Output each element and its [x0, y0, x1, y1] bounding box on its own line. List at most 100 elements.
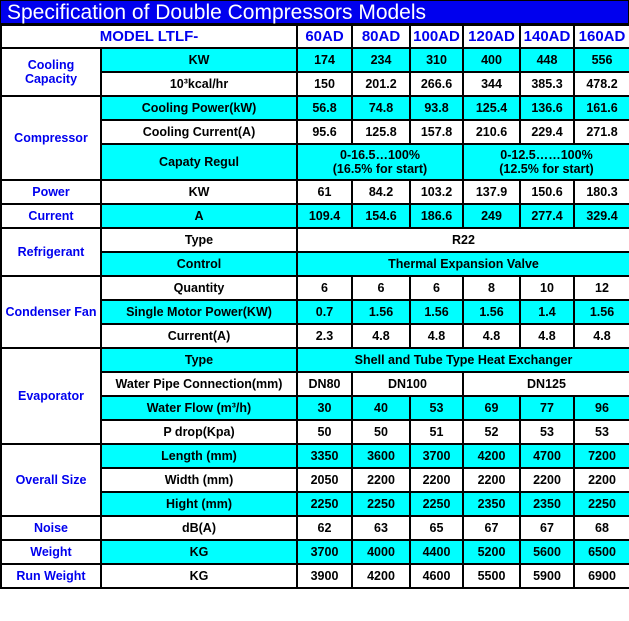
- value-cell: 277.4: [519, 203, 575, 229]
- value-cell: 4700: [519, 443, 575, 469]
- value-cell: 4.8: [573, 323, 629, 349]
- value-cell: 4600: [409, 563, 464, 589]
- value-cell: 2.3: [296, 323, 353, 349]
- group-label: Noise: [0, 515, 102, 541]
- value-cell: 84.2: [351, 179, 411, 205]
- table-row: Hight (mm) 2250 2250 2250 2350 2350 2250: [1, 491, 629, 517]
- table-row: Overall Size Length (mm) 3350 3600 3700 4200 4…: [0, 443, 629, 517]
- value-cell: 93.8: [409, 95, 464, 121]
- parameter-label: Length (mm): [100, 443, 298, 469]
- value-cell: 556: [573, 47, 629, 73]
- group-label: Run Weight: [0, 563, 102, 589]
- value-cell: 4.8: [519, 323, 575, 349]
- value-cell: 154.6: [351, 203, 411, 229]
- parameter-label: Hight (mm): [100, 491, 298, 517]
- parameter-label: Capaty Regul: [100, 143, 298, 181]
- parameter-label: Type: [100, 347, 298, 373]
- value-cell: 161.6: [573, 95, 629, 121]
- value-cell: 3900: [296, 563, 353, 589]
- value-cell: 30: [296, 395, 353, 421]
- value-cell: 3700: [409, 443, 464, 469]
- value-cell: 96: [573, 395, 629, 421]
- value-cell: 5500: [462, 563, 521, 589]
- value-cell: 62: [296, 515, 353, 541]
- value-cell: DN80: [296, 371, 353, 397]
- value-cell: 2250: [351, 491, 411, 517]
- value-cell: 344: [462, 71, 521, 97]
- value-cell: 50: [351, 419, 411, 445]
- value-cell: 56.8: [296, 95, 353, 121]
- value-cell: 1.4: [519, 299, 575, 325]
- value-cell: 310: [409, 47, 464, 73]
- value-cell: 400: [462, 47, 521, 73]
- parameter-label: P drop(Kpa): [100, 419, 298, 445]
- value-cell: 1.56: [462, 299, 521, 325]
- value-cell: 3700: [296, 539, 353, 565]
- group-label: Weight: [0, 539, 102, 565]
- value-cell: 329.4: [573, 203, 629, 229]
- value-cell: 150.6: [519, 179, 575, 205]
- value-cell: 2200: [351, 467, 411, 493]
- value-cell: 4.8: [409, 323, 464, 349]
- table-row: Current(A) 2.3 4.8 4.8 4.8 4.8 4.8: [1, 323, 629, 349]
- value-cell: 69: [462, 395, 521, 421]
- model-header: 80AD: [351, 24, 411, 49]
- parameter-label: Type: [100, 227, 298, 253]
- parameter-label: Width (mm): [100, 467, 298, 493]
- value-cell: 63: [351, 515, 411, 541]
- table-row: Power KW 61 84.2 103.2 137.9 150.6 180.3: [0, 179, 629, 205]
- value-cell: 50: [296, 419, 353, 445]
- table-row: Evaporator Type Shell and Tube Type Heat E…: [0, 347, 629, 445]
- table-row: Refrigerant Type R22: [0, 227, 629, 277]
- model-header: 100AD: [409, 24, 464, 49]
- value-cell: 229.4: [519, 119, 575, 145]
- page-title: Specification of Double Compressors Mode…: [0, 0, 629, 24]
- value-cell: 61: [296, 179, 353, 205]
- value-cell: 6: [409, 275, 464, 301]
- value-cell: 10: [519, 275, 575, 301]
- value-cell: 109.4: [296, 203, 353, 229]
- table-row: Water Pipe Connection(mm) DN80 DN100 DN125: [1, 371, 629, 397]
- value-cell: 2250: [573, 491, 629, 517]
- value-cell: 448: [519, 47, 575, 73]
- table-row: Cooling Current(A) 95.6 125.8 157.8 210.6 229…: [1, 119, 629, 145]
- value-cell: 67: [519, 515, 575, 541]
- value-cell: 2350: [519, 491, 575, 517]
- parameter-label: Water Flow (m³/h): [100, 395, 298, 421]
- value-cell: 136.6: [519, 95, 575, 121]
- value-cell: 4200: [351, 563, 411, 589]
- value-cell: 51: [409, 419, 464, 445]
- value-cell: 2350: [462, 491, 521, 517]
- value-cell: 5900: [519, 563, 575, 589]
- group-label: Evaporator: [0, 347, 102, 445]
- value-cell: 4.8: [462, 323, 521, 349]
- spec-table: MODEL LTLF- 60AD 80AD 100AD 120AD 140AD …: [0, 24, 629, 589]
- value-cell: 4200: [462, 443, 521, 469]
- value-cell: 65: [409, 515, 464, 541]
- value-cell: 53: [573, 419, 629, 445]
- group-label: Current: [0, 203, 102, 229]
- value-cell: R22: [296, 227, 629, 253]
- value-cell: 74.8: [351, 95, 411, 121]
- value-cell: 6: [351, 275, 411, 301]
- model-header: 60AD: [296, 24, 353, 49]
- model-label: MODEL LTLF-: [0, 24, 298, 49]
- table-row: Weight KG 3700 4000 4400 5200 5600 6500: [0, 539, 629, 565]
- value-cell: 7200: [573, 443, 629, 469]
- value-cell: 3600: [351, 443, 411, 469]
- parameter-label: Cooling Current(A): [100, 119, 298, 145]
- table-row: Capaty Regul 0-16.5…100% (16.5% for start…: [1, 143, 629, 181]
- parameter-label: Cooling Power(kW): [100, 95, 298, 121]
- table-row: 10³kcal/hr 150 201.2 266.6 344 385.3 478.2: [1, 71, 629, 97]
- value-cell: Thermal Expansion Valve: [296, 251, 629, 277]
- parameter-label: Water Pipe Connection(mm): [100, 371, 298, 397]
- value-cell: 2200: [409, 467, 464, 493]
- value-cell: 40: [351, 395, 411, 421]
- table-row: Run Weight KG 3900 4200 4600 5500 5900 6900: [0, 563, 629, 589]
- table-row: Water Flow (m³/h) 30 40 53 69 77 96: [1, 395, 629, 421]
- group-label: Overall Size: [0, 443, 102, 517]
- value-cell: 180.3: [573, 179, 629, 205]
- value-cell: 77: [519, 395, 575, 421]
- value-cell: 52: [462, 419, 521, 445]
- value-cell: 2200: [519, 467, 575, 493]
